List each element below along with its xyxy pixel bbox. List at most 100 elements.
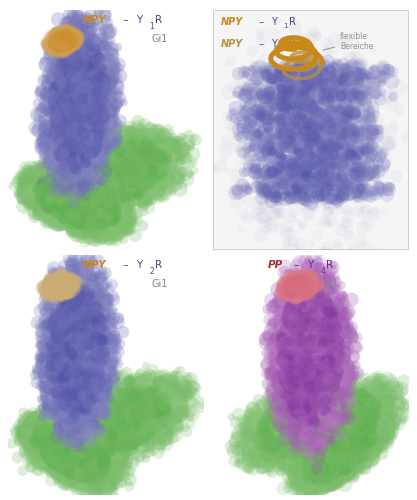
Point <box>296 354 303 362</box>
Point <box>106 360 113 368</box>
Point <box>81 442 88 450</box>
Point <box>62 276 69 284</box>
Point <box>50 193 57 201</box>
Point <box>321 471 328 479</box>
Point <box>259 110 266 118</box>
Point <box>326 72 333 80</box>
Point <box>60 427 67 435</box>
Point <box>71 175 78 183</box>
Point <box>121 207 127 215</box>
Point <box>357 62 363 70</box>
Point <box>62 210 68 218</box>
Point <box>60 108 67 116</box>
Point <box>299 286 305 294</box>
Point <box>342 376 349 384</box>
Point <box>336 454 343 462</box>
Point <box>279 93 286 101</box>
Point <box>358 96 364 104</box>
Point <box>336 116 343 124</box>
Point <box>49 33 55 41</box>
Point <box>80 224 87 232</box>
Point <box>317 142 323 150</box>
Point <box>141 129 147 137</box>
Point <box>113 392 120 400</box>
Point <box>344 454 351 462</box>
Point <box>79 416 85 424</box>
Point <box>53 386 60 394</box>
Point <box>75 406 82 413</box>
Point <box>304 385 311 393</box>
Point <box>307 482 314 490</box>
Point <box>324 376 331 384</box>
Point <box>88 43 95 51</box>
Point <box>132 400 138 408</box>
Point <box>276 372 283 380</box>
Point <box>94 220 101 228</box>
Point <box>45 279 51 287</box>
Point <box>305 142 312 150</box>
Point <box>297 376 304 384</box>
Point <box>35 188 41 196</box>
Point <box>316 280 322 288</box>
Point <box>306 397 312 405</box>
Point <box>302 466 309 474</box>
Point <box>314 302 321 310</box>
Point <box>307 460 314 468</box>
Point <box>93 394 99 402</box>
Point <box>324 96 331 104</box>
Point <box>72 215 78 223</box>
Point <box>83 460 89 468</box>
Point <box>80 118 87 126</box>
Point <box>353 178 360 186</box>
Point <box>301 446 308 454</box>
Point <box>308 120 315 128</box>
Point <box>364 410 370 418</box>
Point <box>76 170 83 178</box>
Point <box>122 178 129 186</box>
Point <box>294 163 301 171</box>
Point <box>88 165 95 173</box>
Point <box>58 430 65 438</box>
Point <box>53 158 60 166</box>
Point <box>99 232 106 240</box>
Point <box>60 47 66 55</box>
Point <box>53 393 60 401</box>
Point <box>369 414 376 422</box>
Point <box>359 437 365 445</box>
Point <box>274 452 281 460</box>
Point <box>88 202 95 209</box>
Point <box>291 350 298 358</box>
Point <box>84 278 91 285</box>
Point <box>279 417 285 425</box>
Point <box>260 66 266 74</box>
Point <box>126 392 133 400</box>
Point <box>48 158 54 166</box>
Point <box>273 196 279 204</box>
Point <box>85 388 92 396</box>
Point <box>62 202 69 210</box>
Point <box>48 204 54 212</box>
Point <box>182 170 189 177</box>
Point <box>384 374 390 382</box>
Point <box>94 68 101 76</box>
Point <box>93 96 99 104</box>
Point <box>84 338 90 346</box>
Point <box>123 442 129 450</box>
Point <box>66 190 73 198</box>
Point <box>85 14 92 22</box>
Point <box>318 443 325 451</box>
Point <box>354 420 361 428</box>
Point <box>167 138 173 146</box>
Point <box>51 410 58 418</box>
Point <box>122 192 128 200</box>
Point <box>371 152 378 160</box>
Point <box>60 152 66 160</box>
Point <box>279 154 286 162</box>
Point <box>326 471 332 479</box>
Point <box>369 428 376 436</box>
Point <box>104 202 111 210</box>
Point <box>70 434 77 442</box>
Point <box>337 429 343 437</box>
Point <box>75 224 82 232</box>
Point <box>67 50 74 58</box>
